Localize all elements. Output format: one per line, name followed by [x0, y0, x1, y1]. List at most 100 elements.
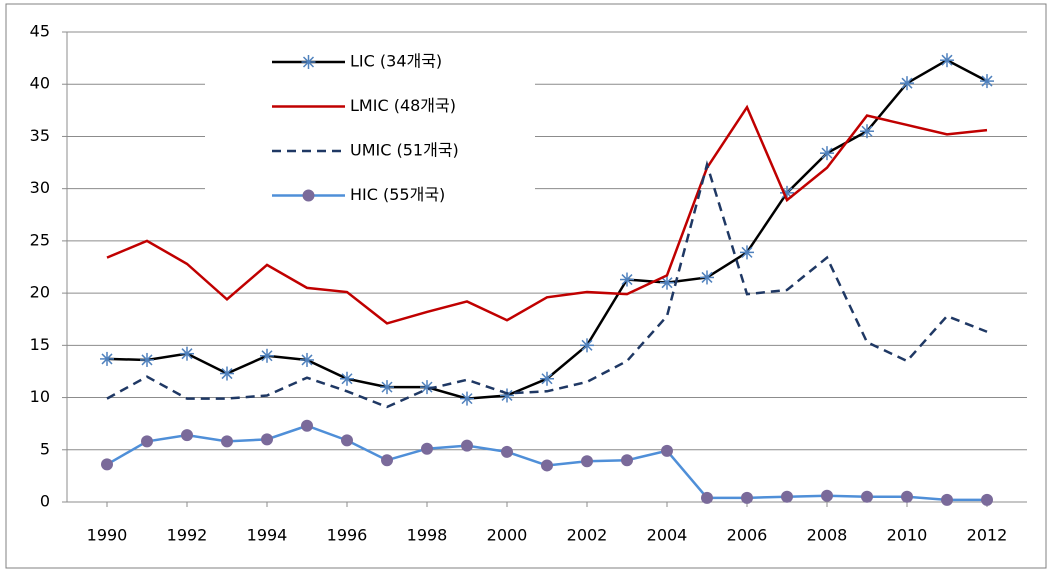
marker-stroke [781, 187, 793, 199]
marker-stroke [701, 271, 713, 283]
marker [700, 270, 714, 285]
marker [581, 455, 593, 468]
x-tick-label: 2002 [567, 526, 608, 545]
marker [421, 442, 433, 455]
marker-stroke [741, 246, 753, 258]
y-tick-label: 15 [30, 335, 50, 354]
marker [501, 445, 513, 458]
marker-stroke [261, 350, 273, 362]
marker [261, 433, 273, 446]
y-tick-label: 5 [40, 439, 50, 458]
x-tick-label: 2006 [727, 526, 768, 545]
x-tick-label: 2010 [887, 526, 928, 545]
legend: LIC (34개국) LMIC (48개국) UMIC (51개국) HIC (55개… [205, 42, 535, 217]
legend-label: LIC (34개국) [350, 52, 442, 71]
marker [741, 491, 753, 504]
marker [101, 458, 113, 471]
marker-stroke [621, 274, 633, 286]
marker [701, 491, 713, 504]
x-tick-label: 1996 [327, 526, 368, 545]
marker [861, 490, 873, 503]
x-tick-label: 2000 [487, 526, 528, 545]
marker [381, 454, 393, 467]
marker [300, 352, 314, 367]
marker [181, 429, 193, 442]
marker-stroke [861, 125, 873, 137]
marker-stroke [301, 354, 313, 366]
legend-box [205, 42, 535, 217]
marker [380, 380, 394, 395]
marker [661, 444, 673, 457]
marker-stroke [541, 373, 553, 385]
x-tick-label: 2012 [967, 526, 1008, 545]
y-tick-label: 40 [30, 74, 50, 93]
marker-stroke [101, 353, 113, 365]
marker-stroke [461, 393, 473, 405]
marker [900, 76, 914, 91]
marker [820, 146, 834, 161]
marker [340, 371, 354, 386]
x-tick-label: 1998 [407, 526, 448, 545]
marker-stroke [141, 354, 153, 366]
marker [100, 351, 114, 366]
series-line [106, 160, 988, 409]
marker-stroke [901, 77, 913, 89]
y-tick-label: 35 [30, 126, 50, 145]
marker [301, 419, 313, 432]
marker-stroke [221, 368, 233, 380]
marker [940, 53, 954, 68]
marker [580, 338, 594, 353]
marker-stroke [341, 373, 353, 385]
marker [620, 272, 634, 287]
marker-stroke [501, 389, 513, 401]
marker [860, 124, 874, 139]
legend-label: LMIC (48개국) [350, 96, 456, 115]
marker [461, 439, 473, 452]
marker-stroke [941, 54, 953, 66]
marker [341, 434, 353, 447]
marker [460, 391, 474, 406]
marker-stroke [421, 381, 433, 393]
marker [540, 371, 554, 386]
marker-stroke [181, 348, 193, 360]
marker [981, 493, 993, 506]
x-tick-label: 2008 [807, 526, 848, 545]
marker [221, 435, 233, 448]
legend-label: UMIC (51개국) [350, 141, 459, 160]
marker [941, 493, 953, 506]
x-tick-label: 1992 [167, 526, 208, 545]
marker [260, 348, 274, 363]
y-tick-label: 10 [30, 387, 50, 406]
legend-label: HIC (55개국) [350, 185, 445, 204]
marker [140, 352, 154, 367]
marker [141, 435, 153, 448]
marker-stroke [302, 56, 315, 68]
marker [541, 459, 553, 472]
marker [740, 245, 754, 260]
marker [980, 74, 994, 89]
marker-stroke [821, 147, 833, 159]
marker [621, 454, 633, 467]
marker [781, 490, 793, 503]
x-tick-label: 1990 [87, 526, 128, 545]
marker-stroke [381, 381, 393, 393]
y-tick-label: 25 [30, 230, 50, 249]
y-tick-label: 0 [40, 492, 50, 511]
marker [660, 275, 674, 290]
marker [901, 490, 913, 503]
marker-stroke [981, 75, 993, 87]
x-tick-label: 1994 [247, 526, 288, 545]
marker [180, 346, 194, 361]
marker [821, 489, 833, 502]
marker [302, 189, 315, 202]
y-tick-label: 30 [30, 178, 50, 197]
marker-stroke [661, 277, 673, 289]
x-tick-label: 2004 [647, 526, 688, 545]
series-line [106, 104, 988, 325]
marker [301, 55, 316, 69]
marker [220, 366, 234, 381]
y-tick-label: 20 [30, 283, 50, 302]
marker-stroke [581, 339, 593, 351]
